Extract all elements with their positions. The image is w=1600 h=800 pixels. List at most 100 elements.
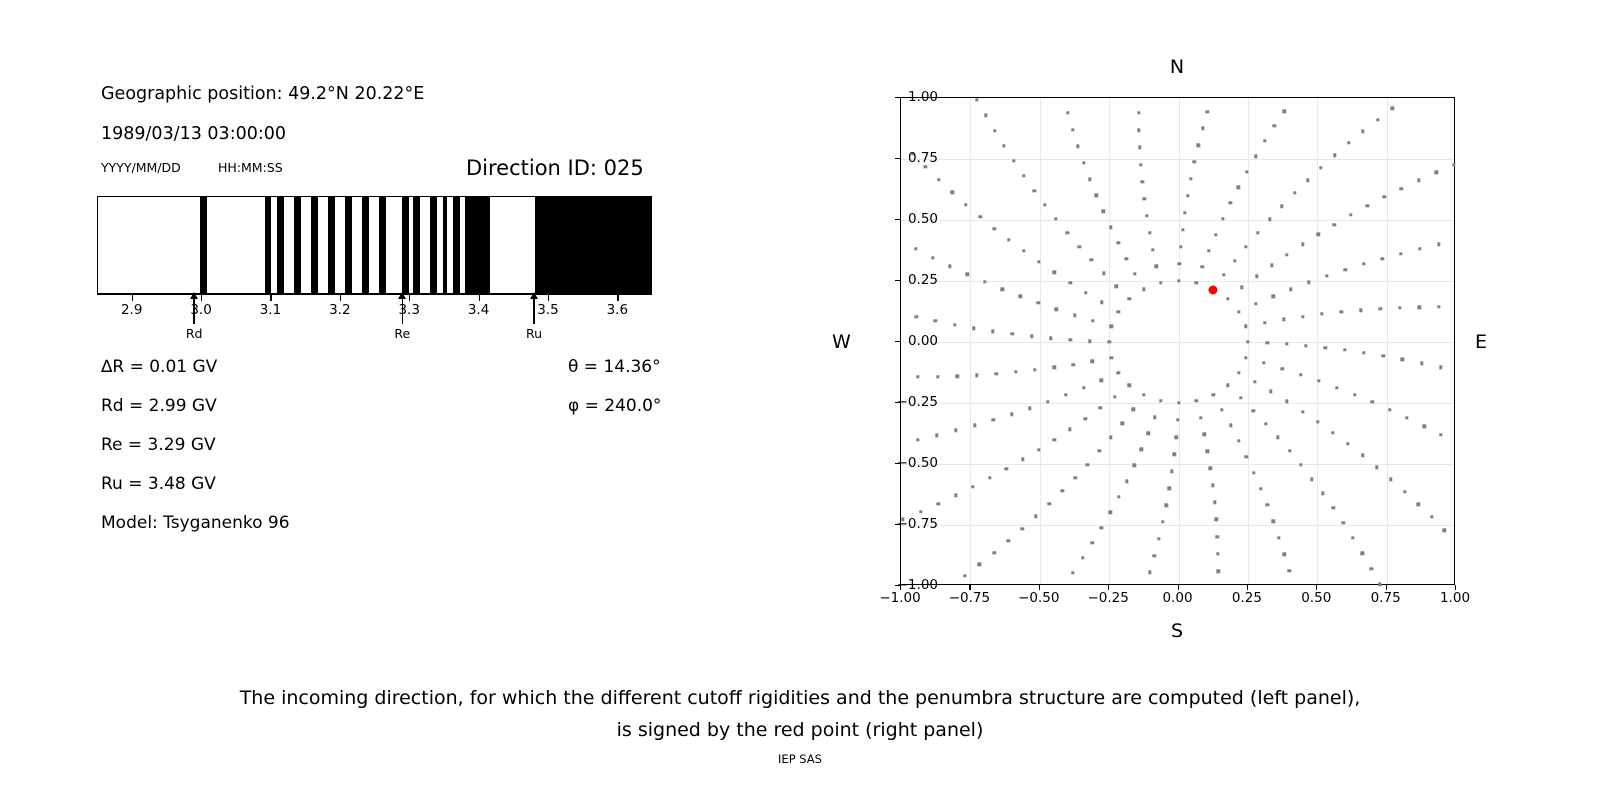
direction-grid-plot (900, 97, 1456, 586)
direction-grid-point (910, 152, 915, 156)
direction-grid-point (977, 562, 982, 567)
direction-grid-point (1101, 209, 1105, 214)
direction-grid-point (1362, 262, 1366, 266)
direction-grid-point (1265, 341, 1269, 345)
penumbra-forbidden-band (264, 197, 272, 293)
direction-grid-point (1352, 392, 1357, 397)
y-axis-tick-label: −0.50 (896, 455, 938, 471)
direction-grid-point (1284, 342, 1289, 346)
direction-grid-point (1170, 469, 1174, 473)
y-axis-tick-label: 0.75 (907, 150, 938, 166)
penumbra-tick-label: 3.6 (606, 302, 629, 318)
direction-grid-point (1065, 111, 1070, 115)
direction-grid-point (1378, 307, 1383, 311)
y-axis-tick-label: 0.25 (907, 272, 938, 288)
direction-grid-point (1010, 412, 1014, 416)
y-axis-tick (895, 341, 900, 343)
direction-grid-point (1054, 307, 1059, 312)
direction-grid-point (1403, 489, 1407, 494)
direction-grid-point (1037, 260, 1041, 264)
direction-grid-point (1090, 359, 1095, 364)
direction-grid-point (1331, 506, 1335, 510)
direction-grid-point (1213, 232, 1218, 237)
penumbra-forbidden-band (277, 197, 285, 293)
direction-grid-point (1177, 262, 1182, 266)
direction-grid-point (1071, 571, 1075, 575)
direction-grid-point (992, 226, 997, 231)
direction-grid-point (1262, 320, 1267, 325)
direction-id-label: Direction ID: 025 (466, 156, 644, 180)
credit-label: IEP SAS (778, 752, 822, 766)
direction-grid-point (1280, 366, 1285, 371)
direction-grid-point (1405, 416, 1409, 420)
direction-grid-point (1262, 361, 1266, 365)
direction-grid-point (1398, 306, 1402, 310)
direction-grid-point (975, 98, 979, 102)
direction-grid-point (1387, 408, 1392, 412)
direction-grid-point (1034, 514, 1038, 519)
direction-grid-point (1142, 197, 1146, 201)
direction-grid-point (1158, 399, 1163, 403)
selected-direction-point[interactable] (1208, 285, 1218, 295)
penumbra-tick (617, 294, 619, 301)
direction-grid-point (1225, 383, 1230, 387)
direction-grid-point (987, 476, 992, 480)
direction-grid-point (1258, 486, 1263, 491)
penumbra-tick-label: 2.9 (120, 302, 143, 318)
direction-grid-point (1378, 582, 1382, 586)
direction-grid-point (991, 329, 995, 333)
direction-grid-point (1300, 242, 1305, 247)
direction-grid-point (1081, 386, 1086, 390)
direction-grid-point (1325, 274, 1329, 278)
penumbra-bar-chart (97, 196, 652, 294)
left-panel: Geographic position: 49.2°N 20.22°E 1989… (0, 0, 760, 620)
direction-grid-point (914, 314, 919, 319)
direction-grid-point (1301, 314, 1305, 319)
direction-grid-point (1285, 252, 1289, 257)
penumbra-forbidden-band (535, 197, 651, 293)
direction-grid-point (1439, 433, 1443, 437)
direction-grid-point (1422, 424, 1426, 428)
direction-grid-point (1277, 535, 1281, 540)
datetime-label: 1989/03/13 03:00:00 (101, 124, 287, 144)
direction-grid-point (1073, 476, 1077, 480)
direction-grid-point (1215, 534, 1220, 539)
direction-grid-point (1269, 389, 1273, 394)
direction-grid-point (953, 493, 958, 498)
direction-grid-point (1236, 185, 1241, 189)
direction-grid-point (1331, 431, 1335, 435)
direction-grid-point (1452, 163, 1456, 167)
direction-grid-point (1244, 244, 1248, 249)
direction-grid-point (1081, 161, 1086, 165)
direction-grid-point (1210, 483, 1215, 487)
direction-grid-point (1310, 477, 1314, 481)
y-axis-tick (895, 463, 900, 465)
direction-grid-point (1070, 128, 1075, 132)
direction-grid-point (1361, 129, 1365, 133)
direction-grid-point (1304, 343, 1308, 348)
direction-grid-point (1370, 400, 1374, 404)
penumbra-tick-label: 3.2 (329, 302, 351, 318)
direction-grid-point (1198, 415, 1203, 420)
direction-grid-point (1127, 297, 1132, 301)
direction-grid-point (1099, 525, 1104, 530)
cardinal-east-label: E (1475, 331, 1488, 353)
direction-grid-point (1029, 334, 1034, 339)
direction-grid-point (1132, 463, 1136, 468)
direction-grid-point (1154, 264, 1159, 269)
direction-grid-point (1146, 431, 1150, 436)
cardinal-south-label: S (1170, 620, 1184, 642)
penumbra-axis-line (97, 294, 652, 296)
direction-grid-point (1300, 409, 1305, 414)
direction-grid-point (1236, 370, 1241, 375)
direction-grid-point (1246, 340, 1250, 344)
direction-grid-point (1437, 305, 1441, 309)
direction-grid-point (1360, 453, 1365, 458)
direction-grid-point (1243, 356, 1248, 360)
direction-grid-point (1091, 319, 1095, 323)
direction-grid-point (1088, 177, 1092, 181)
direction-grid-point (1202, 432, 1206, 437)
value-phi: φ = 240.0° (568, 396, 662, 416)
direction-grid-point (1251, 470, 1256, 475)
direction-grid-point (1216, 552, 1220, 556)
